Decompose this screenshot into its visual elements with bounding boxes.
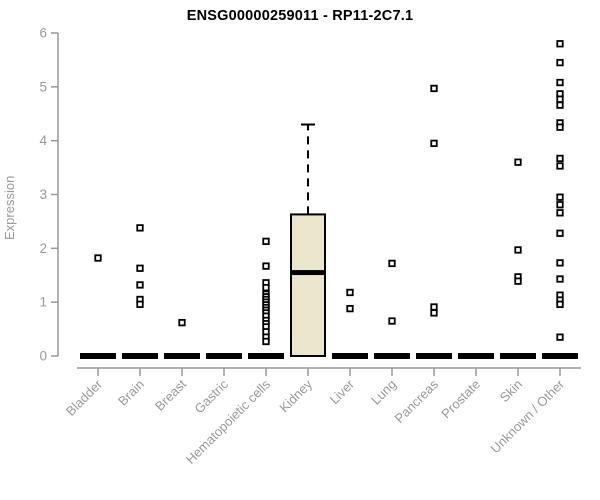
x-category-label-liver: Liver bbox=[327, 376, 358, 407]
box-liver bbox=[332, 353, 368, 359]
outlier-point bbox=[556, 333, 564, 341]
outlier-point bbox=[556, 123, 564, 131]
outlier-point bbox=[136, 281, 144, 289]
outlier-point bbox=[556, 300, 564, 308]
outlier-point bbox=[178, 318, 186, 327]
outlier-point bbox=[430, 309, 438, 317]
outlier-point bbox=[262, 337, 270, 346]
outlier-point bbox=[346, 304, 354, 313]
outlier-point bbox=[556, 193, 564, 201]
outlier-point bbox=[556, 275, 564, 283]
box-pancreas bbox=[416, 353, 452, 359]
chart-title: ENSG00000259011 - RP11-2C7.1 bbox=[186, 8, 414, 24]
median-line-kidney bbox=[291, 270, 325, 276]
outlier-point bbox=[556, 259, 564, 267]
x-category-label-unknown-other: Unknown / Other bbox=[488, 376, 568, 456]
outlier-point bbox=[556, 78, 564, 87]
outlier-point bbox=[346, 288, 354, 297]
x-category-label-bladder: Bladder bbox=[63, 376, 106, 419]
outlier-point bbox=[556, 101, 564, 109]
x-category-label-pancreas: Pancreas bbox=[392, 376, 442, 426]
outlier-point bbox=[556, 209, 564, 217]
y-tick-label: 4 bbox=[39, 133, 47, 148]
box-hematopoietic-cells bbox=[248, 353, 284, 359]
outlier-point bbox=[556, 229, 564, 237]
x-category-label-lung: Lung bbox=[368, 377, 399, 408]
outlier-point bbox=[430, 303, 438, 311]
box-brain bbox=[122, 353, 158, 359]
x-category-label-breast: Breast bbox=[152, 376, 189, 413]
box-skin bbox=[500, 353, 536, 359]
outlier-point bbox=[94, 254, 102, 262]
outlier-point bbox=[262, 262, 270, 270]
box-lung bbox=[374, 353, 410, 359]
outlier-point bbox=[136, 224, 144, 232]
outlier-point bbox=[430, 139, 438, 148]
outlier-point bbox=[388, 317, 396, 325]
outlier-point bbox=[556, 95, 564, 103]
box-gastric bbox=[206, 353, 242, 359]
x-category-label-kidney: Kidney bbox=[276, 376, 315, 415]
x-category-label-skin: Skin bbox=[497, 377, 525, 405]
box-kidney bbox=[290, 213, 326, 357]
outlier-point bbox=[514, 277, 522, 285]
outlier-point bbox=[136, 264, 144, 272]
x-category-label-brain: Brain bbox=[115, 377, 147, 409]
outlier-point bbox=[556, 40, 564, 48]
outlier-point bbox=[262, 237, 270, 245]
box-bladder bbox=[80, 353, 116, 359]
x-category-label-prostate: Prostate bbox=[438, 377, 483, 422]
x-category-label-gastric: Gastric bbox=[191, 376, 231, 416]
outlier-point bbox=[556, 201, 564, 209]
y-tick-label: 5 bbox=[39, 79, 47, 94]
y-tick-label: 3 bbox=[39, 187, 47, 202]
box-breast bbox=[164, 353, 200, 359]
y-tick-label: 0 bbox=[39, 349, 47, 364]
outlier-point bbox=[388, 259, 396, 268]
outlier-point bbox=[136, 300, 144, 308]
outlier-point bbox=[556, 154, 564, 163]
outlier-point bbox=[556, 58, 564, 67]
box-prostate bbox=[458, 353, 494, 359]
y-tick-label: 6 bbox=[39, 26, 47, 41]
y-tick-label: 1 bbox=[39, 295, 47, 310]
y-tick-label: 2 bbox=[39, 241, 47, 256]
outlier-point bbox=[262, 283, 270, 292]
outlier-point bbox=[514, 246, 522, 254]
box-unknown-other bbox=[542, 353, 578, 359]
outlier-point bbox=[514, 158, 522, 166]
outlier-point bbox=[430, 84, 438, 93]
outlier-point bbox=[556, 162, 564, 170]
